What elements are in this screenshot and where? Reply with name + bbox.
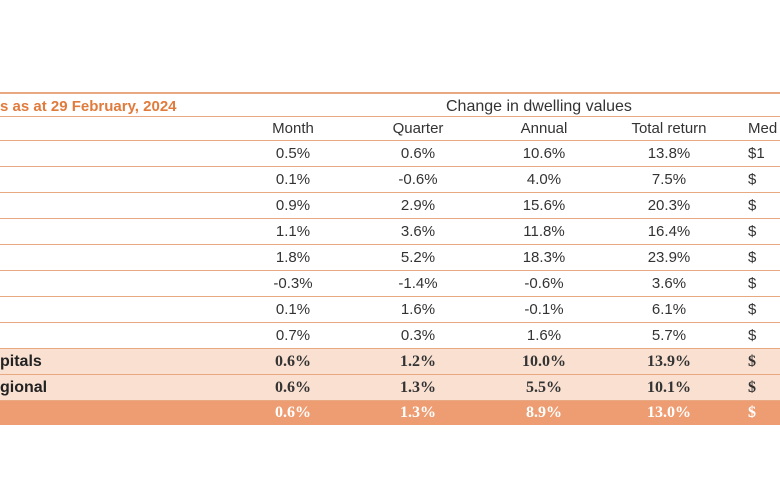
table-row: 1.1% 3.6% 11.8% 16.4% $: [0, 219, 780, 245]
cell-total-return: 13.9%: [647, 353, 691, 370]
cell-annual: 4.0%: [526, 171, 562, 188]
table-row: 0.1% -0.6% 4.0% 7.5% $: [0, 167, 780, 193]
cell-quarter: 0.3%: [400, 327, 436, 344]
cell-quarter: 1.2%: [400, 353, 436, 370]
cell-total-return: 13.0%: [647, 404, 691, 421]
dwelling-values-table: s as at 29 February, 2024 Change in dwel…: [0, 92, 780, 425]
table-title-row: s as at 29 February, 2024 Change in dwel…: [0, 92, 780, 117]
cell-quarter: 0.6%: [400, 145, 436, 162]
cell-median: $: [748, 379, 756, 396]
cell-month: 0.6%: [275, 353, 311, 370]
cell-month: 1.1%: [275, 223, 311, 240]
table-row: 0.1% 1.6% -0.1% 6.1% $: [0, 297, 780, 323]
cell-median: $: [748, 353, 756, 370]
column-header-quarter: Quarter: [392, 120, 444, 137]
cell-month: 0.1%: [275, 301, 311, 318]
column-header-month: Month: [272, 120, 314, 137]
cell-median: $: [748, 223, 757, 240]
column-header-total-return: Total return: [631, 120, 707, 137]
cell-median: $: [748, 197, 757, 214]
cell-quarter: 1.6%: [400, 301, 436, 318]
cell-quarter: 1.3%: [400, 404, 436, 421]
cell-month: 0.6%: [275, 379, 311, 396]
cell-total-return: 16.4%: [647, 223, 691, 240]
cell-median: $: [748, 171, 757, 188]
cell-total-return: 23.9%: [647, 249, 691, 266]
cell-total-return: 3.6%: [651, 275, 687, 292]
cell-quarter: -1.4%: [398, 275, 438, 292]
cell-median: $: [748, 249, 757, 266]
change-in-dwelling-values-header: Change in dwelling values: [446, 98, 632, 115]
cell-annual: 11.8%: [523, 223, 565, 240]
cell-month: 0.1%: [275, 171, 311, 188]
cell-quarter: -0.6%: [398, 171, 438, 188]
table-row: 1.8% 5.2% 18.3% 23.9% $: [0, 245, 780, 271]
column-header-row: Month Quarter Annual Total return Med: [0, 117, 780, 141]
cell-month: 0.7%: [275, 327, 311, 344]
cell-annual: -0.1%: [524, 301, 564, 318]
column-header-median: Med: [748, 120, 778, 137]
cell-quarter: 2.9%: [400, 197, 436, 214]
cell-annual: 5.5%: [526, 379, 562, 396]
table-row: 0.9% 2.9% 15.6% 20.3% $: [0, 193, 780, 219]
row-label: pitals: [0, 353, 42, 370]
cell-quarter: 5.2%: [400, 249, 436, 266]
cell-annual: -0.6%: [524, 275, 564, 292]
cell-month: 0.6%: [275, 404, 311, 421]
cell-median: $: [748, 404, 756, 421]
cell-median: $: [748, 301, 757, 318]
cell-month: -0.3%: [273, 275, 313, 292]
cell-median: $: [748, 275, 757, 292]
cell-annual: 10.6%: [522, 145, 566, 162]
cell-total-return: 7.5%: [651, 171, 687, 188]
cell-month: 0.9%: [275, 197, 311, 214]
cell-month: 0.5%: [275, 145, 311, 162]
table-title: s as at 29 February, 2024: [0, 98, 177, 115]
cell-quarter: 1.3%: [400, 379, 436, 396]
cell-total-return: 10.1%: [647, 379, 691, 396]
table-row: 0.7% 0.3% 1.6% 5.7% $: [0, 323, 780, 349]
cell-total-return: 13.8%: [647, 145, 691, 162]
table-row: 0.5% 0.6% 10.6% 13.8% $1: [0, 141, 780, 167]
cell-annual: 15.6%: [522, 197, 566, 214]
aggregate-row: gional 0.6% 1.3% 5.5% 10.1% $: [0, 375, 780, 401]
table-row: -0.3% -1.4% -0.6% 3.6% $: [0, 271, 780, 297]
row-label: gional: [0, 379, 48, 396]
cell-month: 1.8%: [275, 249, 311, 266]
cell-total-return: 5.7%: [651, 327, 687, 344]
column-header-annual: Annual: [520, 120, 568, 137]
aggregate-row: pitals 0.6% 1.2% 10.0% 13.9% $: [0, 349, 780, 375]
cell-total-return: 20.3%: [647, 197, 691, 214]
cell-annual: 1.6%: [526, 327, 562, 344]
national-row: 0.6% 1.3% 8.9% 13.0% $: [0, 401, 780, 425]
cell-median: $: [748, 327, 757, 344]
cell-annual: 18.3%: [522, 249, 566, 266]
cell-quarter: 3.6%: [400, 223, 436, 240]
cell-median: $1: [748, 145, 765, 162]
cell-total-return: 6.1%: [651, 301, 687, 318]
cell-annual: 8.9%: [526, 404, 562, 421]
cell-annual: 10.0%: [522, 353, 566, 370]
